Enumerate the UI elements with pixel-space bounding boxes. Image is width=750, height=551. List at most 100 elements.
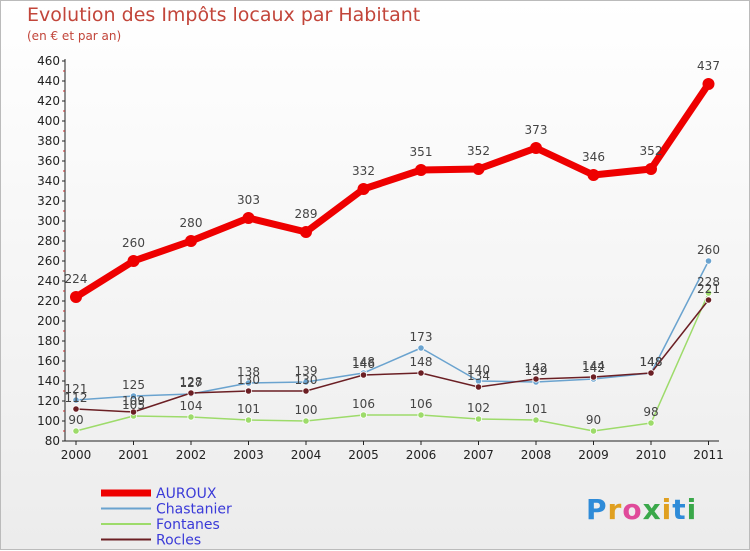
data-label-chastanier: 260	[697, 243, 720, 257]
data-label-chastanier: 125	[122, 378, 145, 392]
x-tick-label: 2009	[578, 448, 609, 462]
data-point-auroux	[185, 235, 197, 247]
proxiti-logo: Proxiti	[586, 493, 698, 526]
y-tick-label: 340	[37, 174, 60, 188]
x-tick-label: 2001	[118, 448, 149, 462]
data-label-chastanier: 148	[640, 355, 663, 369]
data-label-chastanier: 140	[467, 363, 490, 377]
data-point-rocles	[302, 387, 310, 395]
y-tick-label: 100	[37, 414, 60, 428]
data-label-auroux: 351	[410, 145, 433, 159]
y-tick-label: 380	[37, 134, 60, 148]
legend-label-fontanes: Fontanes	[156, 517, 220, 533]
data-point-fontanes	[302, 417, 310, 425]
x-tick-label: 2004	[291, 448, 322, 462]
x-tick-label: 2011	[693, 448, 724, 462]
data-label-auroux: 260	[122, 236, 145, 250]
data-point-fontanes	[417, 411, 425, 419]
axes: 80 100 120 140 160 180 200 220 240 260 280 300 320 34…	[37, 54, 724, 462]
data-point-chastanier	[72, 396, 80, 404]
series-layer	[70, 78, 715, 435]
legend-label-rocles: Rocles	[156, 533, 201, 549]
y-tick-label: 140	[37, 374, 60, 388]
data-point-auroux	[587, 169, 600, 181]
data-point-rocles	[129, 408, 138, 416]
data-point-rocles	[704, 296, 713, 304]
data-label-rocles: 128	[180, 375, 203, 389]
data-point-fontanes	[474, 415, 483, 423]
data-label-chastanier: 148	[352, 355, 375, 369]
data-label-chastanier: 139	[295, 364, 318, 378]
data-point-rocles	[647, 369, 655, 377]
y-tick-label: 440	[37, 74, 60, 88]
data-label-auroux: 289	[295, 207, 318, 221]
data-label-fontanes: 102	[467, 401, 490, 415]
data-label-chastanier: 173	[410, 330, 433, 344]
chart-title: Evolution des Impôts locaux par Habitant	[27, 4, 421, 26]
data-point-rocles	[474, 383, 483, 391]
data-point-fontanes	[244, 416, 253, 424]
data-point-auroux	[300, 226, 312, 238]
data-label-rocles: 142	[525, 361, 548, 375]
data-point-auroux	[242, 212, 255, 224]
data-label-fontanes: 228	[697, 275, 720, 289]
data-label-rocles: 130	[237, 373, 260, 387]
data-label-fontanes: 90	[68, 413, 83, 427]
data-label-rocles: 144	[582, 359, 605, 373]
data-point-auroux	[530, 142, 542, 154]
series-line-rocles	[75, 299, 710, 413]
data-point-auroux	[70, 291, 82, 303]
y-tick-label: 300	[37, 214, 60, 228]
data-point-rocles	[72, 405, 80, 413]
data-label-fontanes: 101	[237, 402, 260, 416]
data-point-chastanier	[704, 257, 713, 265]
chart-subtitle: (en € et par an)	[27, 29, 122, 43]
series-line-chastanier	[75, 260, 710, 401]
x-tick-label: 2010	[636, 448, 667, 462]
data-label-auroux: 303	[237, 193, 260, 207]
data-point-chastanier	[129, 392, 138, 400]
data-label-auroux: 437	[697, 59, 720, 73]
y-tick-label: 420	[37, 94, 60, 108]
data-point-fontanes	[359, 411, 368, 419]
data-point-auroux	[357, 183, 370, 195]
y-tick-label: 280	[37, 234, 60, 248]
x-tick-label: 2003	[233, 448, 264, 462]
data-point-fontanes	[532, 416, 540, 424]
data-point-fontanes	[589, 427, 598, 435]
y-tick-label: 200	[37, 314, 60, 328]
data-label-chastanier: 138	[237, 365, 260, 379]
data-label-auroux: 224	[65, 272, 88, 286]
data-label-fontanes: 101	[525, 402, 548, 416]
y-tick-label: 80	[45, 434, 60, 448]
data-label-fontanes: 104	[180, 399, 203, 413]
y-tick-label: 160	[37, 354, 60, 368]
y-tick-label: 460	[37, 54, 60, 68]
data-label-auroux: 352	[467, 144, 490, 158]
data-point-chastanier	[417, 344, 425, 352]
data-label-fontanes: 106	[410, 397, 433, 411]
data-label-rocles: 148	[640, 355, 663, 369]
data-point-auroux	[702, 78, 715, 90]
data-label-rocles: 146	[352, 357, 375, 371]
data-point-rocles	[359, 371, 368, 379]
data-point-auroux	[472, 163, 485, 175]
data-label-fontanes: 105	[122, 398, 145, 412]
data-point-rocles	[187, 389, 195, 397]
data-label-fontanes: 100	[295, 403, 318, 417]
legend-label-chastanier: Chastanier	[156, 502, 232, 518]
data-point-fontanes	[72, 427, 80, 435]
data-label-chastanier: 127	[180, 376, 203, 390]
data-label-rocles: 148	[410, 355, 433, 369]
data-point-fontanes	[647, 419, 655, 427]
data-label-fontanes: 90	[586, 413, 601, 427]
data-point-chastanier	[244, 379, 253, 387]
x-tick-label: 2005	[348, 448, 379, 462]
y-tick-label: 120	[37, 394, 60, 408]
data-point-auroux	[127, 255, 140, 267]
x-tick-label: 2006	[406, 448, 437, 462]
data-label-auroux: 352	[640, 144, 663, 158]
